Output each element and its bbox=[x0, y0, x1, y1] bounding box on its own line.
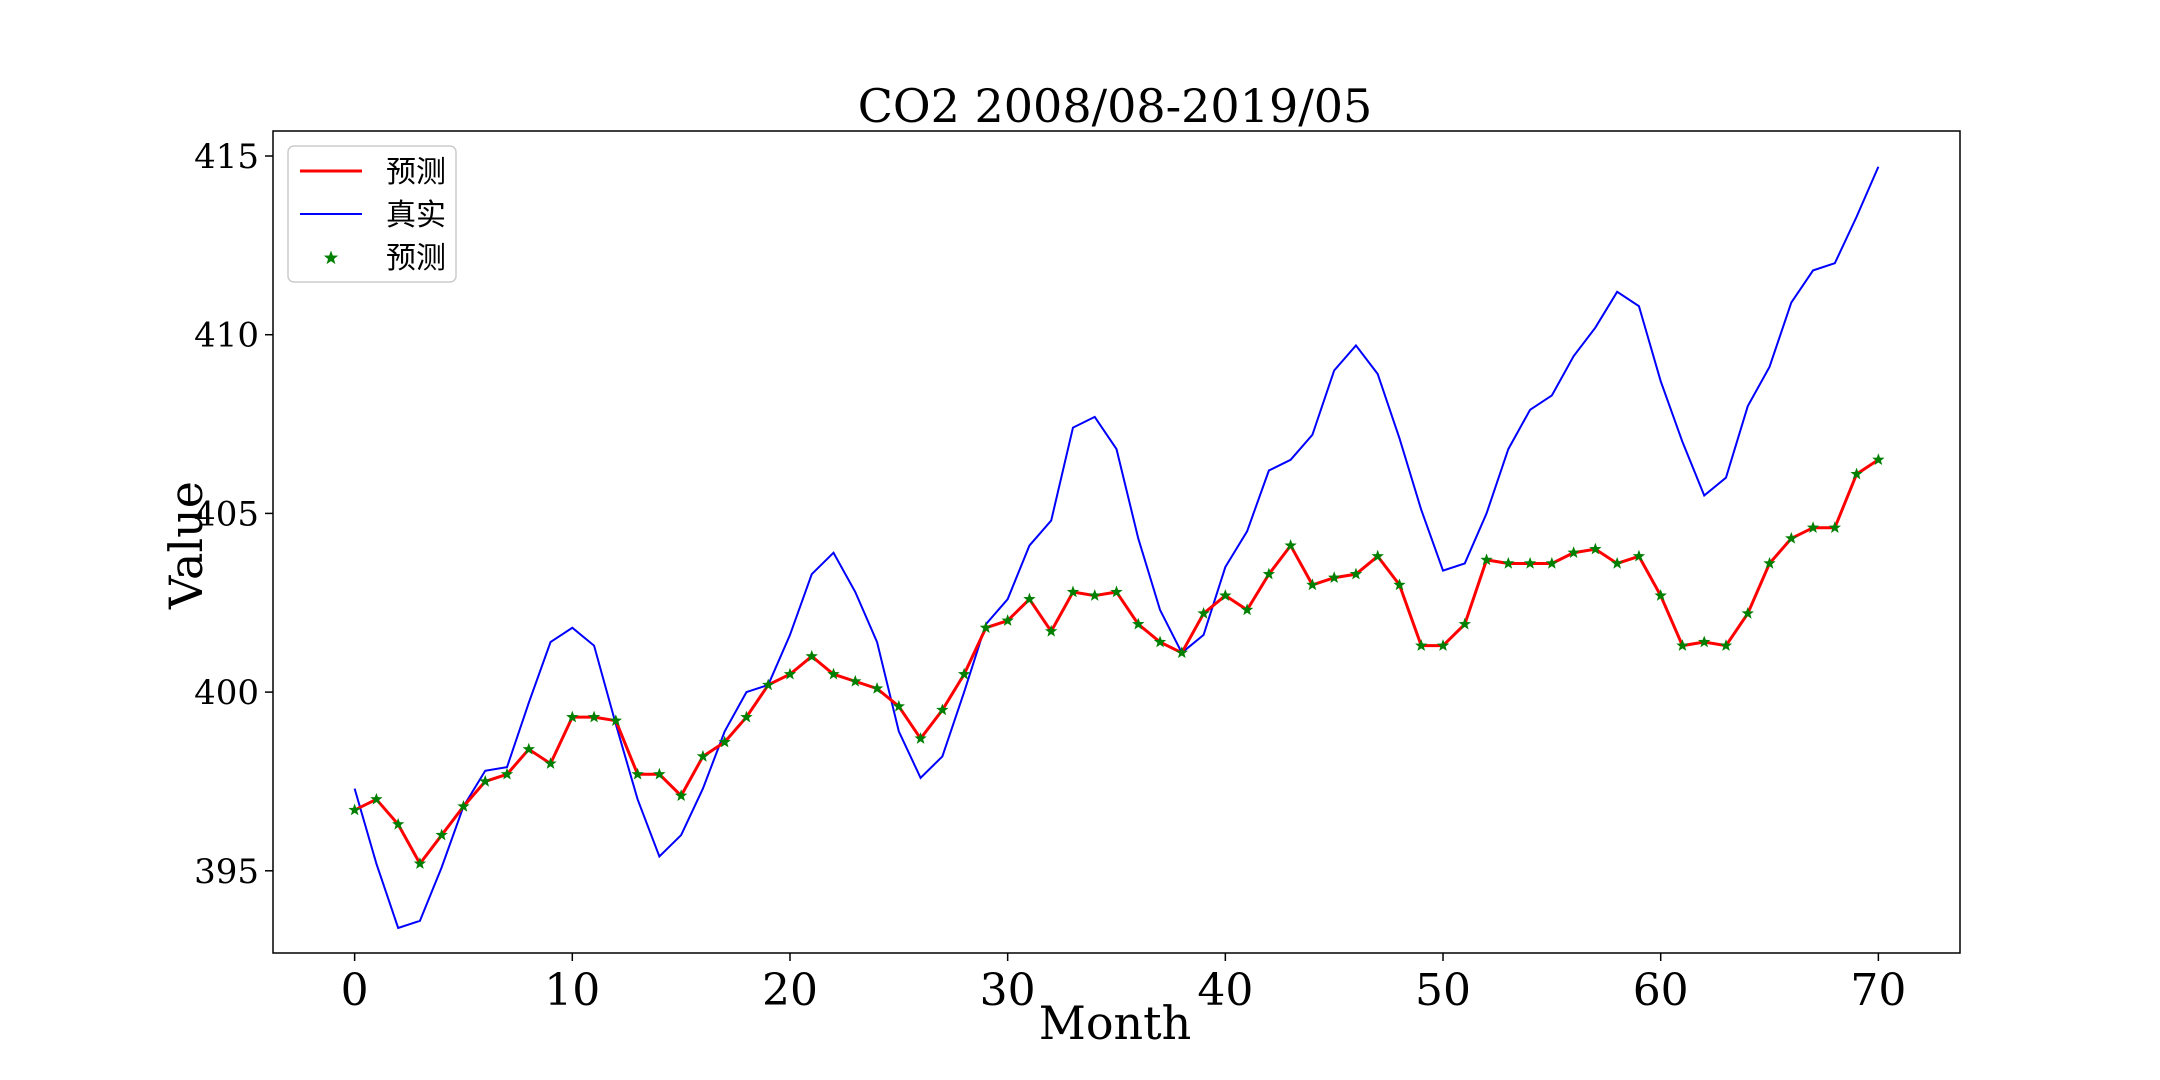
predicted-point-9 bbox=[544, 757, 557, 769]
predicted-point-39 bbox=[1197, 606, 1210, 619]
predicted-point-32 bbox=[1045, 624, 1058, 637]
predicted-point-49 bbox=[1415, 639, 1428, 651]
predicted-point-63 bbox=[1719, 639, 1733, 651]
predicted-point-46 bbox=[1349, 567, 1363, 580]
predicted-point-41 bbox=[1240, 603, 1254, 616]
legend: 预测 真实 预测 bbox=[287, 145, 457, 283]
predicted-point-31 bbox=[1023, 592, 1036, 605]
predicted-point-47 bbox=[1371, 549, 1384, 562]
predicted-point-44 bbox=[1306, 578, 1319, 591]
predicted-point-40 bbox=[1219, 589, 1232, 601]
y-tick-label-405: 405 bbox=[194, 494, 259, 534]
predicted-point-3 bbox=[413, 857, 427, 869]
x-tick-label-10: 10 bbox=[544, 965, 600, 1016]
predicted-point-59 bbox=[1632, 549, 1646, 562]
x-tick-label-50: 50 bbox=[1415, 965, 1471, 1016]
chart-title: CO2 2008/08-2019/05 bbox=[858, 79, 1373, 133]
predicted-point-13 bbox=[631, 767, 644, 780]
predicted-point-1 bbox=[370, 792, 383, 805]
predicted-point-2 bbox=[391, 817, 405, 830]
predicted-point-34 bbox=[1088, 589, 1101, 601]
predicted-point-29 bbox=[979, 621, 993, 634]
legend-marker-predicted-star bbox=[323, 250, 339, 265]
predicted-point-45 bbox=[1328, 571, 1341, 583]
predicted-point-50 bbox=[1436, 639, 1450, 651]
y-axis-label: Value bbox=[159, 481, 213, 610]
x-tick-label-30: 30 bbox=[980, 965, 1036, 1016]
predicted-point-25 bbox=[892, 699, 905, 712]
predicted-point-61 bbox=[1676, 639, 1689, 651]
predicted-point-42 bbox=[1262, 567, 1276, 580]
predicted-point-52 bbox=[1480, 553, 1493, 566]
predicted-point-23 bbox=[849, 674, 862, 687]
predicted-point-65 bbox=[1763, 556, 1776, 569]
predicted-point-24 bbox=[870, 682, 884, 694]
predicted-point-35 bbox=[1110, 585, 1123, 598]
x-tick-label-70: 70 bbox=[1850, 965, 1906, 1016]
y-tick-label-400: 400 bbox=[194, 673, 259, 713]
x-tick-label-40: 40 bbox=[1197, 965, 1253, 1016]
axes-frame bbox=[272, 130, 1961, 954]
predicted-point-33 bbox=[1066, 585, 1080, 598]
predicted-point-21 bbox=[805, 649, 818, 662]
predicted-point-5 bbox=[457, 799, 470, 812]
predicted-point-58 bbox=[1610, 556, 1624, 569]
predicted-point-51 bbox=[1458, 617, 1471, 630]
predicted-point-57 bbox=[1589, 542, 1602, 555]
y-tick-label-395: 395 bbox=[194, 852, 259, 892]
predicted-point-37 bbox=[1153, 635, 1167, 648]
plot-layer bbox=[348, 166, 1885, 930]
predicted-point-12 bbox=[609, 714, 623, 726]
predicted-point-64 bbox=[1741, 606, 1754, 619]
x-axis-label: Month bbox=[1039, 996, 1192, 1050]
predicted-point-43 bbox=[1284, 539, 1297, 551]
legend-label-predicted-markers: 预测 bbox=[386, 241, 446, 276]
predicted-point-20 bbox=[783, 667, 797, 680]
predicted-point-55 bbox=[1545, 556, 1559, 569]
legend-label-actual: 真实 bbox=[386, 198, 446, 233]
predicted-point-26 bbox=[914, 732, 927, 744]
y-tick-label-410: 410 bbox=[194, 316, 259, 356]
predicted-point-19 bbox=[762, 678, 775, 691]
predicted-point-68 bbox=[1828, 521, 1842, 533]
legend-box bbox=[287, 145, 457, 283]
predicted-point-70 bbox=[1872, 453, 1885, 466]
y-tick-label-415: 415 bbox=[194, 137, 259, 177]
predicted-point-15 bbox=[674, 789, 688, 802]
predicted-point-27 bbox=[936, 703, 949, 716]
predicted-point-8 bbox=[522, 742, 535, 755]
predicted-point-0 bbox=[348, 803, 361, 816]
predicted-point-16 bbox=[696, 749, 710, 762]
predicted-point-62 bbox=[1698, 635, 1711, 648]
predicted-point-66 bbox=[1785, 531, 1798, 544]
predicted-point-7 bbox=[500, 767, 514, 780]
tick-layer: 0 10 20 30 40 50 60 70 395 400 405 410 415 bbox=[194, 137, 1906, 1016]
series-line-predicted bbox=[353, 458, 1880, 867]
predicted-point-36 bbox=[1132, 617, 1145, 630]
predicted-point-38 bbox=[1175, 646, 1188, 659]
predicted-point-60 bbox=[1654, 589, 1667, 601]
legend-label-predicted: 预测 bbox=[386, 155, 446, 190]
predicted-point-53 bbox=[1502, 556, 1515, 569]
predicted-point-17 bbox=[718, 735, 731, 748]
predicted-point-14 bbox=[653, 767, 666, 780]
predicted-point-11 bbox=[587, 710, 601, 723]
predicted-point-56 bbox=[1567, 546, 1580, 558]
predicted-point-67 bbox=[1806, 521, 1820, 533]
predicted-point-18 bbox=[740, 710, 753, 723]
predicted-point-4 bbox=[435, 828, 448, 841]
x-tick-label-60: 60 bbox=[1633, 965, 1689, 1016]
predicted-point-69 bbox=[1850, 467, 1863, 480]
predicted-point-54 bbox=[1523, 556, 1537, 569]
predicted-point-22 bbox=[827, 667, 840, 680]
predicted-point-28 bbox=[957, 667, 971, 680]
x-tick-label-0: 0 bbox=[341, 965, 369, 1016]
predicted-point-10 bbox=[566, 710, 579, 723]
series-line-actual bbox=[353, 166, 1880, 930]
predicted-point-6 bbox=[479, 774, 492, 787]
predicted-point-30 bbox=[1001, 614, 1014, 626]
predicted-point-48 bbox=[1393, 578, 1406, 591]
x-tick-label-20: 20 bbox=[762, 965, 818, 1016]
